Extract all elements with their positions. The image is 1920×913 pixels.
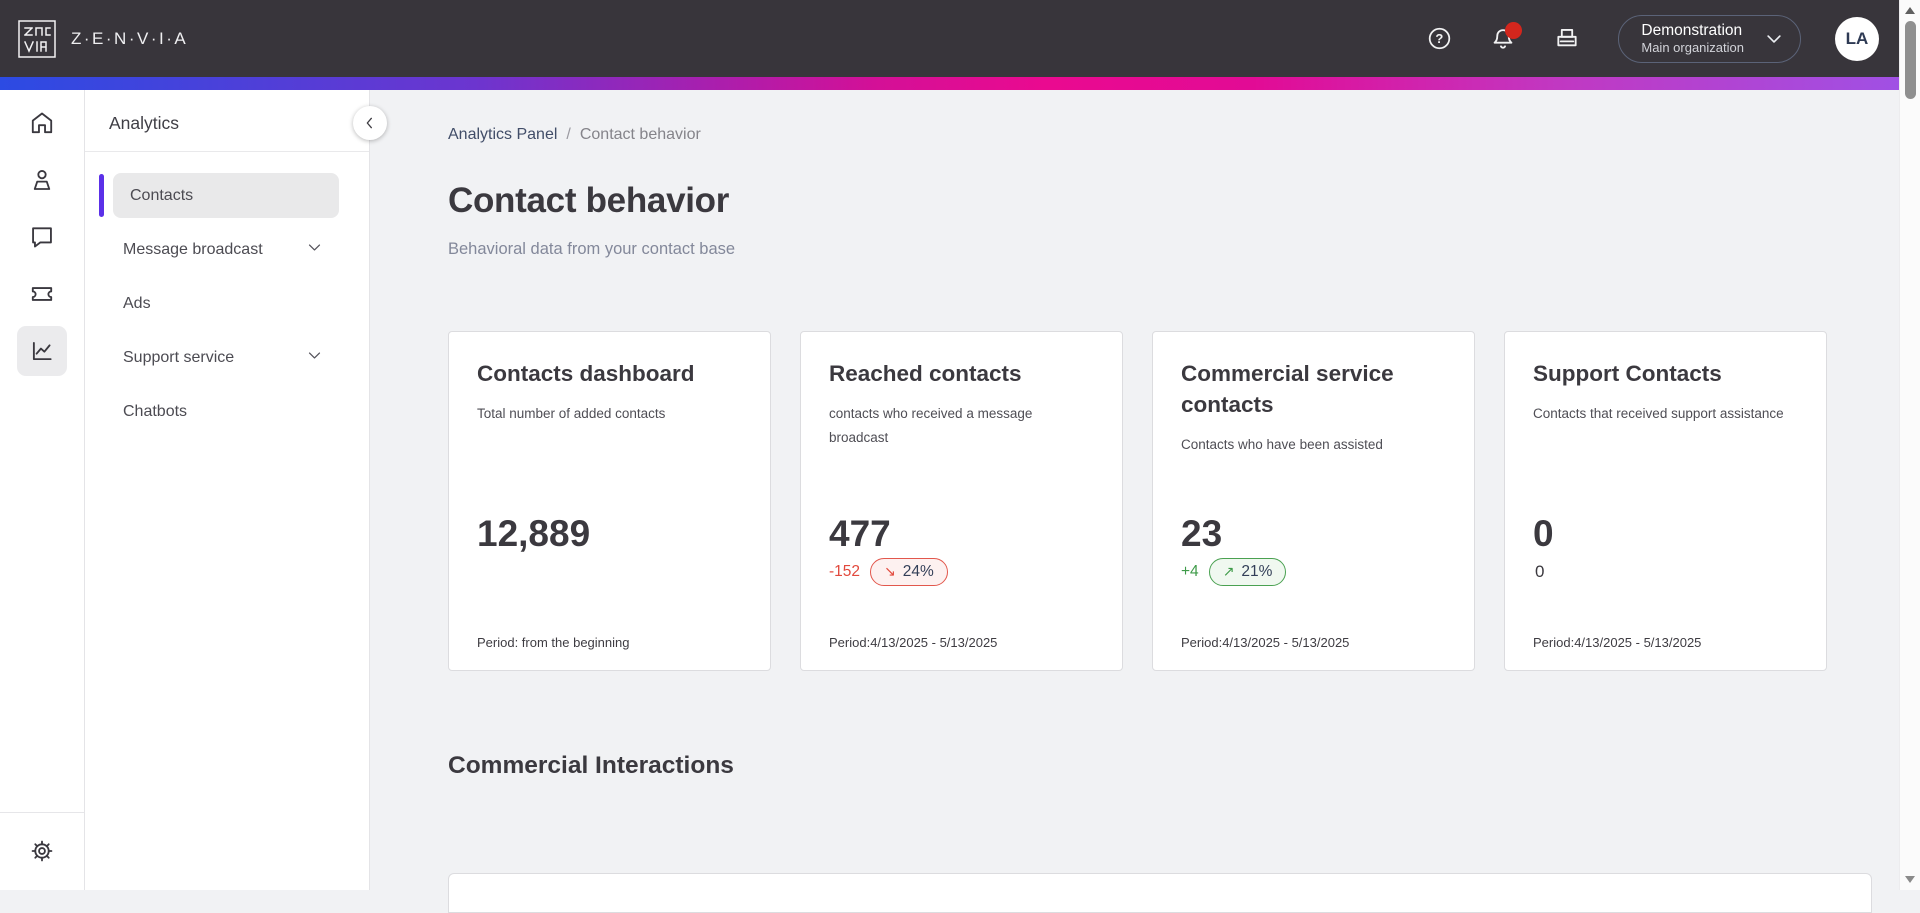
brand-gradient-bar (0, 77, 1899, 90)
rail-chat-icon[interactable] (17, 212, 67, 262)
card-title: Reached contacts (829, 361, 1022, 386)
page-subtitle: Behavioral data from your contact base (448, 240, 736, 258)
notifications-bell-icon[interactable] (1490, 21, 1523, 52)
breadcrumb-current: Contact behavior (579, 126, 701, 143)
card-title: Contacts dashboard (477, 361, 695, 386)
sidebar-items: Contacts Message broadcast Ads Support s… (85, 152, 369, 434)
brand-wordmark: Z·E·N·V·I·A (71, 28, 189, 48)
card-period: Period:4/13/2025 - 5/13/2025 (829, 635, 998, 650)
kpi-cards-row: Contacts dashboard Total number of added… (448, 331, 1899, 671)
kpi-card-support-contacts: Support Contacts Contacts that received … (1504, 331, 1827, 671)
commercial-interactions-card (448, 873, 1872, 913)
sidebar-item-contacts[interactable]: Contacts (99, 173, 339, 218)
trend-badge: ↗ 21% (1208, 558, 1287, 586)
card-title: Support Contacts (1533, 361, 1722, 386)
chevron-left-icon (366, 117, 372, 129)
page-title: Contact behavior (448, 181, 730, 220)
sidebar-item-chatbots[interactable]: Chatbots (106, 389, 339, 434)
sidebar-item-label: Ads (123, 294, 151, 312)
organization-name: Demonstration (1641, 21, 1743, 39)
card-description: Contacts who have been assisted (1181, 437, 1383, 452)
card-value: 0 (1533, 513, 1554, 554)
scroll-down-arrow-icon[interactable] (1905, 876, 1915, 883)
zenvia-maze-icon (18, 19, 56, 58)
sidebar-item-label: Chatbots (123, 402, 188, 420)
section-title-commercial-interactions: Commercial Interactions (448, 752, 734, 779)
card-description: contacts who received a message broadcas… (829, 406, 1033, 445)
sidebar-item-ads[interactable]: Ads (106, 281, 339, 326)
card-value: 477 (829, 513, 891, 554)
card-secondary-value: 0 (1535, 562, 1545, 581)
settings-gear-icon[interactable] (17, 826, 67, 876)
rail-contacts-icon[interactable] (17, 155, 67, 205)
help-question-glyph: ? (1435, 30, 1444, 46)
card-trend-row: +4 ↗ 21% (1181, 558, 1287, 586)
rail-footer (0, 812, 84, 890)
card-period: Period: from the beginning (477, 635, 630, 650)
trend-down-arrow-icon: ↘ (884, 564, 896, 580)
kpi-card-commercial-service-contacts: Commercial service contacts Contacts who… (1152, 331, 1475, 671)
print-icon[interactable] (1554, 26, 1580, 52)
rail-ticket-icon[interactable] (17, 269, 67, 319)
sidebar-divider (85, 151, 369, 152)
trend-up-arrow-icon: ↗ (1222, 564, 1235, 580)
sidebar-item-label: Contacts (130, 186, 194, 204)
breadcrumb: Analytics Panel / Contact behavior (448, 126, 1899, 144)
trend-badge: ↘ 24% (870, 558, 948, 586)
sidebar-collapse-button[interactable] (353, 106, 387, 140)
notification-dot (1505, 21, 1523, 39)
window-scrollbar[interactable] (1899, 0, 1920, 890)
sidebar-title: Analytics (109, 113, 180, 133)
kpi-card-reached-contacts: Reached contacts contacts who received a… (800, 331, 1123, 671)
trend-percent: 21% (1241, 563, 1273, 580)
card-description: Contacts that received support assistanc… (1533, 406, 1784, 421)
breadcrumb-separator: / (566, 126, 571, 143)
icon-rail (0, 90, 85, 890)
breadcrumb-analytics-panel[interactable]: Analytics Panel (448, 126, 558, 143)
sidebar-item-message-broadcast[interactable]: Message broadcast (106, 227, 339, 272)
avatar-initials: LA (1845, 28, 1869, 48)
card-description: Total number of added contacts (477, 406, 666, 421)
card-title: Commercial service contacts (1181, 361, 1394, 417)
chevron-down-icon (1764, 29, 1784, 49)
chevron-down-icon (306, 347, 323, 369)
sidebar-item-label: Support service (123, 348, 235, 366)
card-period: Period:4/13/2025 - 5/13/2025 (1181, 635, 1350, 650)
delta-value: +4 (1181, 563, 1199, 580)
sidebar-item-support-service[interactable]: Support service (106, 335, 339, 380)
rail-home-icon[interactable] (17, 98, 67, 148)
topbar: Z·E·N·V·I·A ? (0, 0, 1899, 77)
organization-switcher[interactable]: Demonstration Main organization (1618, 14, 1801, 63)
help-icon[interactable]: ? (1426, 26, 1452, 52)
topbar-actions: ? Demonstration Main organiz (1388, 14, 1879, 63)
card-value: 12,889 (477, 513, 591, 554)
trend-percent: 24% (902, 563, 934, 580)
organization-subtitle: Main organization (1641, 40, 1744, 56)
main-content: Analytics Panel / Contact behavior Conta… (370, 90, 1899, 913)
delta-value: -152 (829, 563, 861, 580)
shell: Analytics Contacts Message broadcast Ads… (0, 90, 1899, 913)
chevron-down-icon (306, 239, 323, 261)
zenvia-logo: Z·E·N·V·I·A (16, 18, 188, 60)
analytics-sidebar: Analytics Contacts Message broadcast Ads… (85, 90, 370, 890)
sidebar-item-label: Message broadcast (123, 240, 263, 258)
card-value: 23 (1181, 513, 1223, 554)
scrollbar-thumb[interactable] (1905, 21, 1916, 99)
card-period: Period:4/13/2025 - 5/13/2025 (1533, 635, 1702, 650)
user-avatar[interactable]: LA (1835, 16, 1879, 61)
card-trend-row: -152 ↘ 24% (829, 558, 948, 586)
rail-analytics-icon[interactable] (17, 326, 67, 376)
kpi-card-contacts-dashboard: Contacts dashboard Total number of added… (448, 331, 771, 671)
scroll-up-arrow-icon[interactable] (1905, 7, 1915, 14)
